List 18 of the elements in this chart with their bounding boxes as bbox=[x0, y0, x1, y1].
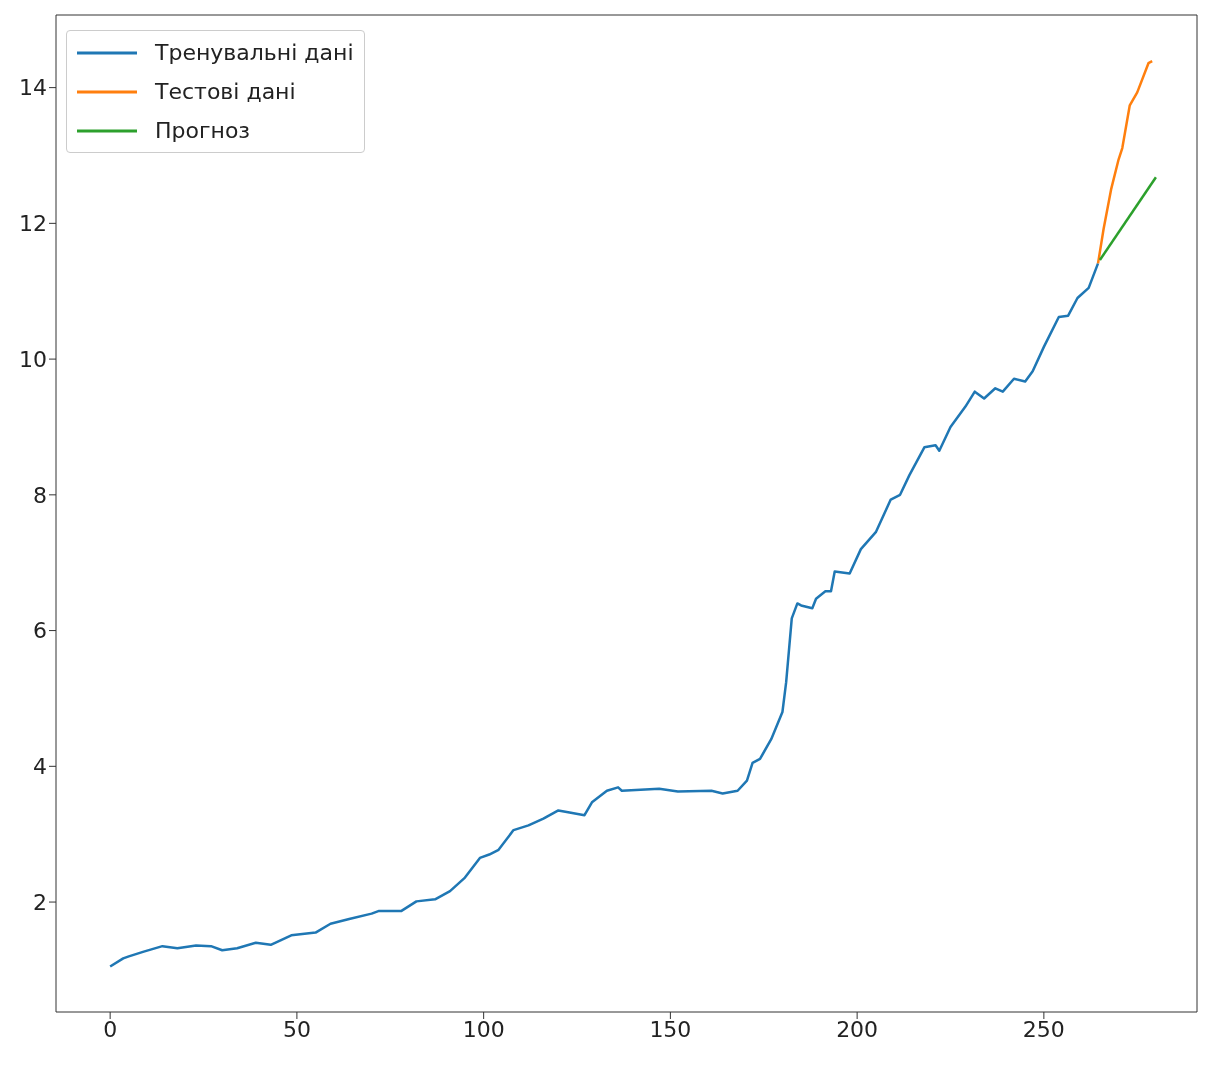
x-tick-label: 100 bbox=[462, 1016, 505, 1042]
y-tick-label: 2 bbox=[33, 889, 47, 915]
y-tick-label: 6 bbox=[33, 618, 47, 644]
legend-label: Тестові дані bbox=[155, 79, 296, 104]
y-tick-label: 10 bbox=[19, 346, 47, 372]
x-tick-label: 0 bbox=[103, 1016, 118, 1042]
x-tick-label: 150 bbox=[649, 1016, 692, 1042]
y-tick-label: 4 bbox=[33, 754, 47, 780]
line-series bbox=[1096, 59, 1154, 265]
y-tick-label: 8 bbox=[33, 482, 47, 508]
legend-label: Прогноз bbox=[155, 118, 251, 143]
x-tick-label: 50 bbox=[282, 1016, 311, 1042]
y-tick-label: 14 bbox=[19, 75, 47, 101]
x-tick-label: 250 bbox=[1022, 1016, 1065, 1042]
y-tick-label: 12 bbox=[19, 211, 47, 237]
line-series bbox=[108, 262, 1100, 968]
legend-label: Тренувальні дані bbox=[155, 40, 354, 65]
x-tick-label: 200 bbox=[836, 1016, 879, 1042]
